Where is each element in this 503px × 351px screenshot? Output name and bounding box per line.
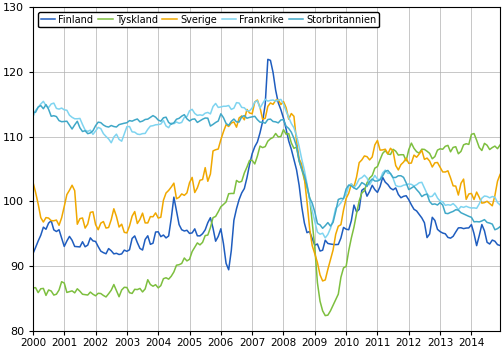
Storbritannien bbox=[88, 131, 94, 135]
Frankrike bbox=[207, 112, 213, 116]
Sverige bbox=[85, 222, 91, 226]
Tyskland bbox=[497, 143, 503, 147]
Line: Finland: Finland bbox=[33, 59, 500, 270]
Finland bbox=[30, 252, 36, 256]
Sverige bbox=[450, 184, 456, 188]
Sverige bbox=[38, 216, 44, 220]
Storbritannien bbox=[210, 122, 216, 126]
Sverige bbox=[30, 180, 36, 184]
Storbritannien bbox=[484, 220, 490, 225]
Tyskland bbox=[85, 293, 91, 297]
Finland bbox=[487, 242, 493, 246]
Frankrike bbox=[126, 124, 132, 128]
Finland bbox=[85, 243, 91, 247]
Line: Tyskland: Tyskland bbox=[33, 130, 500, 316]
Sverige bbox=[207, 172, 213, 176]
Frankrike bbox=[450, 201, 456, 206]
Storbritannien bbox=[492, 228, 498, 232]
Frankrike bbox=[30, 115, 36, 119]
Line: Storbritannien: Storbritannien bbox=[33, 105, 500, 230]
Legend: Finland, Tyskland, Sverige, Frankrike, Storbritannien: Finland, Tyskland, Sverige, Frankrike, S… bbox=[38, 12, 379, 27]
Finland bbox=[226, 268, 232, 272]
Finland bbox=[450, 234, 456, 238]
Tyskland bbox=[207, 226, 213, 230]
Tyskland bbox=[38, 287, 44, 291]
Frankrike bbox=[38, 102, 44, 106]
Line: Frankrike: Frankrike bbox=[33, 99, 500, 238]
Frankrike bbox=[85, 129, 91, 133]
Sverige bbox=[487, 201, 493, 206]
Storbritannien bbox=[448, 210, 454, 214]
Tyskland bbox=[30, 286, 36, 290]
Tyskland bbox=[487, 147, 493, 152]
Frankrike bbox=[262, 97, 268, 101]
Line: Sverige: Sverige bbox=[33, 100, 500, 281]
Tyskland bbox=[450, 145, 456, 150]
Storbritannien bbox=[38, 104, 44, 108]
Finland bbox=[497, 243, 503, 247]
Storbritannien bbox=[30, 110, 36, 114]
Finland bbox=[126, 248, 132, 252]
Tyskland bbox=[322, 313, 328, 318]
Sverige bbox=[319, 279, 325, 283]
Finland bbox=[38, 233, 44, 237]
Storbritannien bbox=[129, 119, 135, 123]
Frankrike bbox=[487, 196, 493, 200]
Storbritannien bbox=[43, 102, 49, 107]
Sverige bbox=[126, 224, 132, 228]
Tyskland bbox=[126, 291, 132, 295]
Finland bbox=[265, 57, 271, 61]
Sverige bbox=[497, 172, 503, 177]
Frankrike bbox=[497, 203, 503, 207]
Frankrike bbox=[322, 236, 328, 240]
Storbritannien bbox=[497, 225, 503, 229]
Tyskland bbox=[281, 127, 287, 132]
Sverige bbox=[275, 98, 281, 102]
Finland bbox=[207, 216, 213, 220]
